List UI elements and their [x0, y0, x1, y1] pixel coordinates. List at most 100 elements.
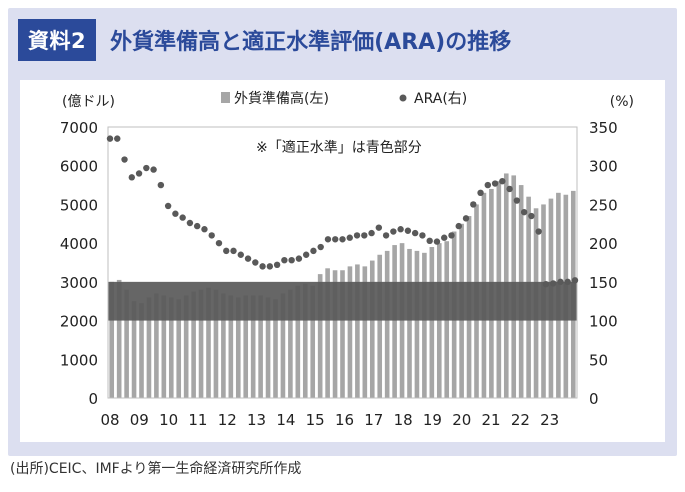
- ara-dot: [106, 135, 114, 142]
- legend-bar-swatch: [221, 92, 230, 103]
- ara-dot: [477, 189, 484, 197]
- ara-dot: [150, 166, 157, 173]
- ara-dot: [230, 247, 237, 255]
- x-tick-label: 23: [540, 411, 559, 429]
- source-note: (出所)CEIC、IMFより第一生命経済研究所作成: [10, 461, 302, 477]
- chart-svg: 0 1000 2000 3000 4000 5000 6000 7000 0 50 100 150 20…: [60, 90, 634, 429]
- ara-dot: [223, 247, 230, 255]
- ara-dot: [513, 197, 521, 204]
- plot-border: [107, 126, 578, 399]
- bar: [109, 281, 115, 398]
- y-right-tick-label: 150: [589, 274, 618, 292]
- ara-dot: [288, 256, 295, 264]
- ara-dot: [390, 228, 397, 235]
- ara-dot: [179, 214, 186, 221]
- bar: [273, 299, 278, 398]
- x-tick-label: 12: [218, 411, 237, 429]
- bar: [414, 250, 420, 398]
- ara-dot: [208, 232, 215, 239]
- legend-dot-label: ARA(右): [414, 91, 467, 107]
- bar: [221, 293, 226, 398]
- ara-dot: [143, 164, 150, 172]
- x-tick-label: 19: [423, 411, 442, 429]
- ara-dot: [499, 178, 506, 185]
- ara-dot: [404, 227, 412, 234]
- x-tick-label: 17: [364, 411, 383, 429]
- bar: [183, 295, 189, 398]
- y-right-tick-label: 300: [589, 158, 618, 176]
- ara-dot: [193, 222, 201, 230]
- ara-dot: [186, 219, 194, 227]
- y-left-tick-label: 5000: [60, 196, 98, 214]
- legend-dot-swatch: [399, 94, 407, 102]
- y-left-tick-label: 2000: [60, 313, 98, 331]
- legend-bar-label: 外貨準備高(左): [234, 90, 329, 107]
- bar: [332, 270, 338, 398]
- bar: [377, 254, 383, 398]
- ara-dot: [310, 247, 317, 255]
- ara-dot: [441, 234, 448, 241]
- ara-dot: [121, 156, 128, 163]
- bar: [258, 295, 263, 398]
- y-right-tick-label: 50: [589, 351, 608, 369]
- bar: [116, 279, 122, 398]
- ara-dot: [295, 255, 303, 262]
- bar: [265, 297, 271, 398]
- ara-dot: [332, 236, 339, 243]
- bar: [317, 274, 323, 398]
- ara-dot: [506, 185, 513, 193]
- ara-dot: [172, 210, 179, 217]
- y-right-tick-label: 200: [589, 235, 618, 253]
- ara-dot: [259, 263, 266, 270]
- x-tick-label: 14: [276, 411, 295, 429]
- x-tick-label: 15: [306, 411, 325, 429]
- y-right-unit: (%): [610, 94, 634, 110]
- figure-tag: 資料2: [18, 19, 97, 61]
- bar: [168, 297, 174, 398]
- ara-dot: [353, 232, 361, 239]
- chart-area: 0 1000 2000 3000 4000 5000 6000 7000 0 50 100 150 20…: [20, 80, 665, 442]
- ara-dot: [135, 170, 143, 177]
- y-right-tick-label: 250: [589, 196, 618, 214]
- bar: [154, 293, 159, 398]
- bar: [325, 268, 330, 398]
- ara-dot: [491, 180, 499, 187]
- x-tick-label: 21: [482, 411, 501, 429]
- ara-dot: [128, 174, 135, 181]
- x-tick-label: 08: [100, 411, 119, 429]
- x-tick-label: 16: [335, 411, 354, 429]
- bar: [191, 291, 196, 398]
- bar: [369, 260, 375, 398]
- y-left-tick-label: 4000: [60, 235, 98, 253]
- bar: [392, 245, 397, 398]
- bar: [146, 297, 152, 398]
- ara-dot: [317, 243, 324, 251]
- ara-dot: [361, 232, 368, 239]
- bar: [340, 270, 345, 398]
- bar: [176, 299, 182, 398]
- bar: [213, 289, 219, 398]
- ara-dot: [302, 251, 310, 258]
- ara-dot: [368, 229, 375, 237]
- ara-dot: [419, 232, 426, 239]
- bar: [288, 289, 293, 398]
- figure-header: 資料2 外貨準備高と適正水準評価(ARA)の推移: [18, 18, 511, 62]
- ara-dot: [535, 228, 542, 235]
- bar: [407, 248, 412, 398]
- bar: [295, 285, 301, 398]
- y-left-tick-label: 1000: [60, 351, 98, 369]
- bar: [355, 264, 360, 398]
- y-left-tick-label: 0: [88, 390, 98, 408]
- chart-annotation: ※「適正水準」は青色部分: [256, 139, 422, 156]
- bar: [228, 295, 234, 398]
- x-tick-label: 11: [188, 411, 207, 429]
- y-right-tick-label: 0: [589, 390, 599, 408]
- ara-dot: [237, 251, 244, 258]
- ara-dot: [346, 234, 353, 241]
- ara-dot: [462, 215, 470, 222]
- y-left-tick-label: 6000: [60, 158, 98, 176]
- ara-dot: [339, 236, 346, 243]
- ara-dot: [550, 280, 557, 287]
- ara-dot: [375, 224, 383, 231]
- bar: [280, 293, 286, 398]
